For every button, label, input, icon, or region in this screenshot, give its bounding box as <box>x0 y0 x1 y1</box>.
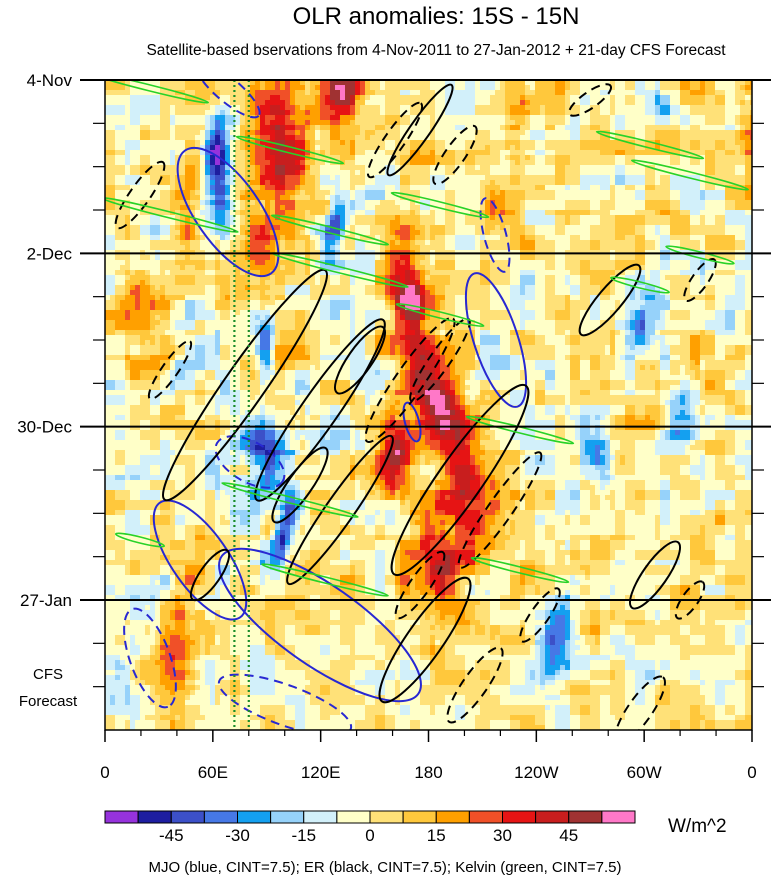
er-contour <box>390 383 530 577</box>
mjo-contour <box>402 401 422 443</box>
kelvin-contour <box>261 563 389 597</box>
kelvin-contour <box>390 191 490 219</box>
mjo-contour <box>217 673 353 730</box>
er-contour <box>162 268 328 502</box>
er-contour <box>519 587 561 643</box>
er-contour <box>286 434 394 586</box>
er-contour <box>446 646 504 724</box>
er-contour <box>578 263 642 337</box>
y-tick-label: 30-Dec <box>17 418 72 437</box>
er-contour <box>114 160 166 230</box>
kelvin-contour <box>665 245 735 265</box>
colorbar-swatch <box>303 810 338 824</box>
forecast-label-line2: Forecast <box>19 693 78 710</box>
kelvin-contour <box>630 159 750 191</box>
er-contour <box>271 446 329 524</box>
er-contour <box>254 318 386 502</box>
kelvin-contour <box>610 276 670 294</box>
colorbar-swatch <box>568 810 603 824</box>
mjo-contour <box>123 607 177 709</box>
y-axis: 4-Nov 2-Dec 30-Dec 27-Jan <box>17 71 771 688</box>
colorbar-swatch <box>237 810 272 824</box>
x-tick-label: 60W <box>627 763 662 782</box>
colorbar-tick-label: 15 <box>427 826 446 845</box>
mjo-contour <box>479 197 511 273</box>
colorbar-swatch <box>601 810 636 824</box>
colorbar-tick-label: 30 <box>493 826 512 845</box>
kelvin-contour <box>270 214 390 246</box>
forecast-label-line1: CFS <box>33 666 63 683</box>
units-label: W/m^2 <box>668 816 727 837</box>
colorbar-swatch <box>170 810 205 824</box>
y-tick-label: 2-Dec <box>27 244 73 263</box>
chart-subtitle: Satellite-based bservations from 4-Nov-2… <box>146 42 726 59</box>
colorbar-swatch <box>336 810 371 824</box>
kelvin-contour <box>235 135 345 165</box>
colorbar-swatch <box>369 810 404 824</box>
x-tick-label: 120W <box>514 763 558 782</box>
colorbar-swatch <box>502 810 537 824</box>
kelvin-contour <box>395 302 485 328</box>
er-contour <box>366 101 424 179</box>
colorbar-tick-label: -30 <box>225 826 250 845</box>
x-axis: 0 60E 120E 180 120W 60W 0 <box>100 730 757 782</box>
x-tick-label: 120E <box>301 763 341 782</box>
x-tick-label: 60E <box>198 763 228 782</box>
kelvin-contour <box>105 80 210 104</box>
mjo-contour <box>218 547 422 703</box>
kelvin-contour <box>470 556 570 584</box>
kelvin-contour <box>221 482 359 518</box>
colorbar-swatch <box>535 810 570 824</box>
colorbar-tick-label: 45 <box>559 826 578 845</box>
er-contour <box>568 83 612 117</box>
x-tick-label: 0 <box>100 763 109 782</box>
chart-title: OLR anomalies: 15S - 15N <box>293 3 580 30</box>
wave-filter-contours <box>105 80 750 730</box>
er-contour <box>614 675 666 730</box>
x-tick-label: 180 <box>414 763 442 782</box>
colorbar-swatch <box>402 810 437 824</box>
er-contour <box>364 317 456 443</box>
colorbar-tick-label: 0 <box>365 826 374 845</box>
colorbar-swatch <box>137 810 172 824</box>
y-tick-label: 27-Jan <box>20 591 72 610</box>
colorbar-swatch <box>203 810 238 824</box>
y-tick-label: 4-Nov <box>27 71 73 90</box>
colorbar-tick-label: -15 <box>291 826 316 845</box>
mjo-contour <box>152 499 248 621</box>
kelvin-contour <box>114 532 166 548</box>
er-contour <box>147 339 193 401</box>
er-contour <box>378 576 472 704</box>
colorbar-swatch <box>104 810 139 824</box>
er-contour <box>629 540 681 610</box>
olr-anomaly-field <box>105 80 752 730</box>
kelvin-contour <box>105 197 239 233</box>
er-contour <box>674 580 706 620</box>
colorbar-swatch <box>270 810 305 824</box>
kelvin-contour <box>595 130 705 160</box>
mjo-contour <box>464 272 528 408</box>
colorbar-tick-label: -45 <box>159 826 184 845</box>
er-contour <box>394 550 446 620</box>
mjo-contour <box>214 435 286 489</box>
contour-footnote: MJO (blue, CINT=7.5); ER (black, CINT=7.… <box>148 859 621 876</box>
er-contour <box>334 325 386 395</box>
colorbar-swatch <box>435 810 470 824</box>
colorbar-swatch <box>468 810 503 824</box>
colorbar: -45 -30 -15 0 15 30 45 <box>104 810 636 845</box>
mjo-contour <box>176 146 280 278</box>
er-contour <box>683 258 717 302</box>
er-contour <box>432 124 478 186</box>
er-contour <box>386 83 454 177</box>
er-contour <box>457 451 543 569</box>
x-tick-label: 0 <box>747 763 756 782</box>
